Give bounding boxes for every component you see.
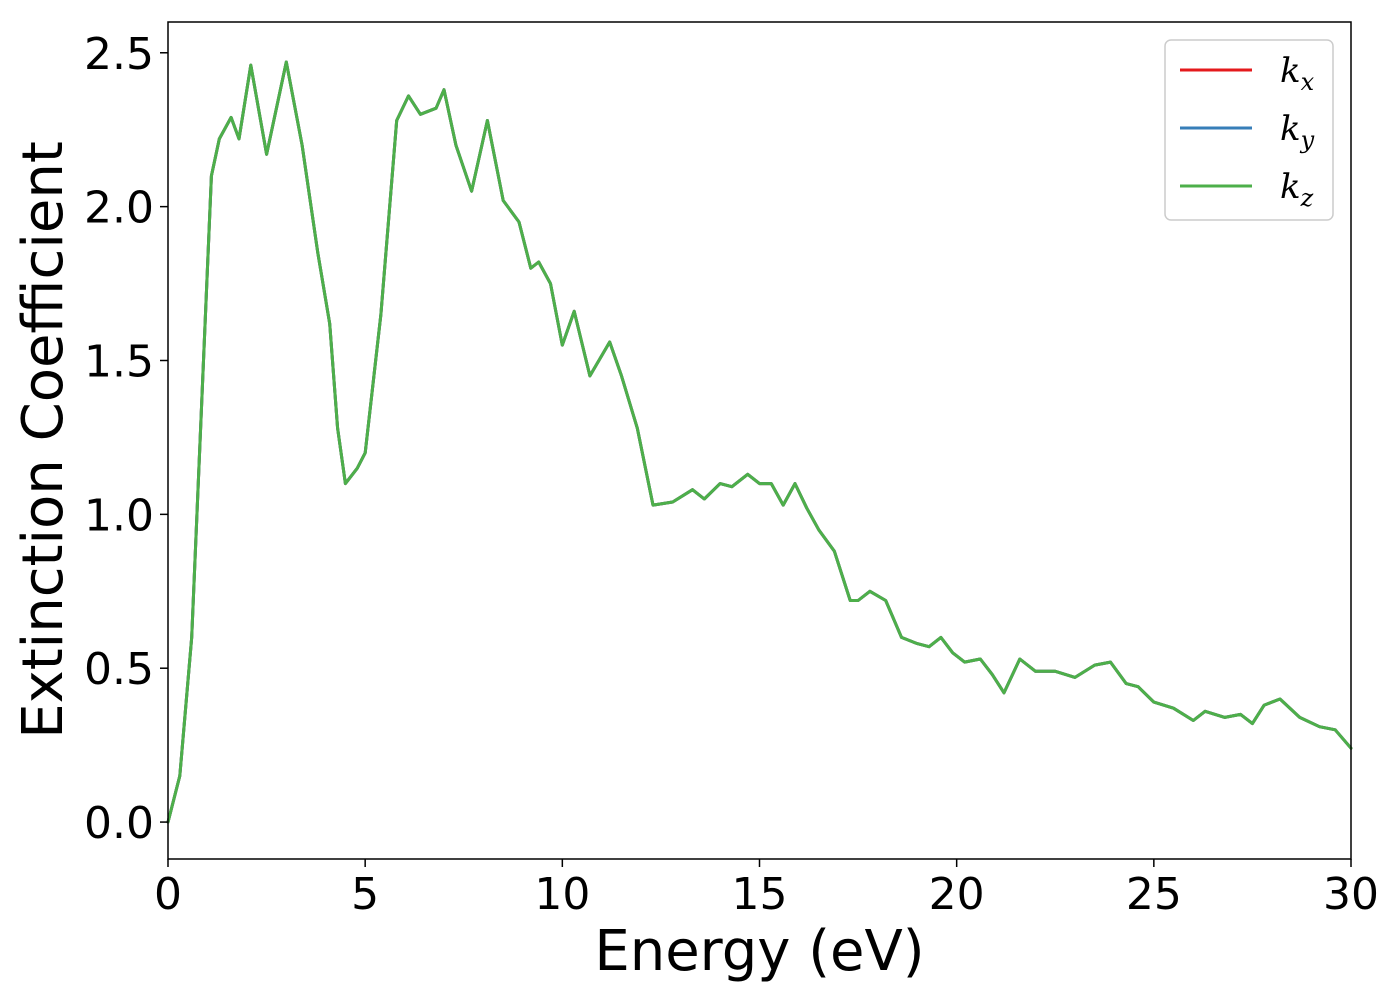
x-axis-ticks: 0 5 10 15 20 25 30 — [154, 859, 1379, 920]
y-tick-label: 2.5 — [84, 29, 154, 80]
x-tick-label: 30 — [1323, 869, 1379, 920]
series-layer — [166, 60, 1353, 824]
y-tick-label: 2.0 — [84, 183, 154, 234]
x-axis-label: Energy (eV) — [594, 919, 924, 984]
series-line-kz — [166, 60, 1353, 824]
x-tick-label: 20 — [929, 869, 985, 920]
x-tick-label: 10 — [534, 869, 590, 920]
y-tick-label: 0.5 — [84, 644, 154, 695]
y-axis-label: Extinction Coefficient — [11, 141, 76, 739]
x-tick-label: 0 — [154, 869, 182, 920]
legend-box — [1164, 39, 1334, 221]
x-tick-label: 5 — [351, 869, 379, 920]
y-tick-label: 1.5 — [84, 336, 154, 387]
x-tick-label: 25 — [1126, 869, 1182, 920]
y-tick-label: 0.0 — [84, 798, 154, 849]
y-tick-label: 1.0 — [84, 490, 154, 541]
y-axis-ticks: 0.0 0.5 1.0 1.5 2.0 2.5 — [84, 29, 168, 849]
x-tick-label: 15 — [732, 869, 788, 920]
